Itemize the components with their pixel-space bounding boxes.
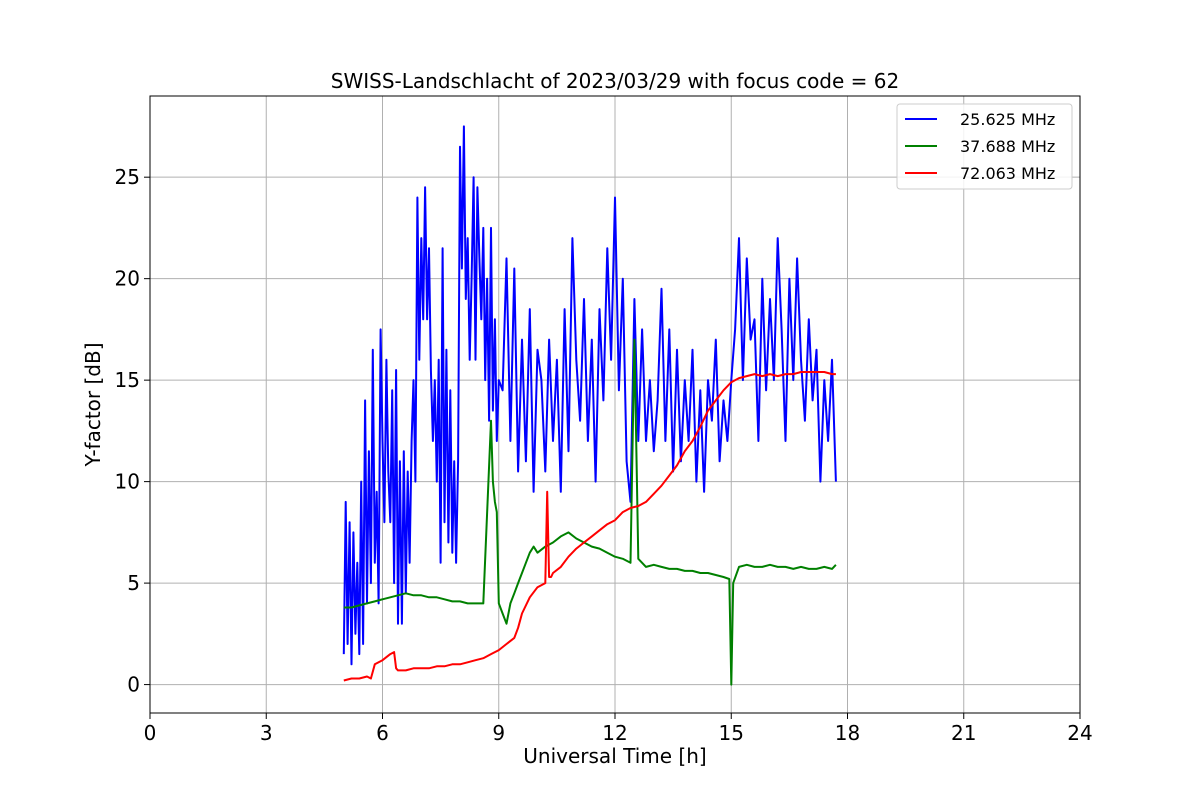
series-line-3 [343, 371, 836, 682]
y-tick-label: 15 [115, 368, 140, 392]
legend-entry-label: 25.625 MHz [960, 110, 1055, 129]
x-tick-label: 6 [376, 721, 389, 745]
y-tick-label: 25 [115, 165, 140, 189]
x-axis-label: Universal Time [h] [523, 744, 706, 768]
legend-entry-label: 37.688 MHz [960, 137, 1055, 156]
x-tick-label: 9 [492, 721, 505, 745]
legend: 25.625 MHz 37.688 MHz 72.063 MHz [896, 103, 1073, 190]
series-group [342, 125, 837, 686]
x-tick-label: 15 [719, 721, 744, 745]
axis-ticks: 0 3 6 9 12 15 18 21 24 0 5 10 15 20 25 [115, 165, 1093, 745]
chart-title: SWISS-Landschlacht of 2023/03/29 with fo… [331, 69, 899, 93]
grid [149, 96, 1081, 713]
x-tick-label: 21 [951, 721, 976, 745]
series-line-1 [342, 125, 837, 666]
legend-box [896, 103, 1073, 190]
y-tick-label: 0 [127, 673, 140, 697]
x-tick-label: 0 [144, 721, 157, 745]
y-tick-label: 20 [115, 267, 140, 291]
x-tick-label: 3 [260, 721, 273, 745]
legend-entry-label: 72.063 MHz [960, 164, 1055, 183]
x-tick-label: 18 [835, 721, 860, 745]
y-tick-label: 10 [115, 470, 140, 494]
y-axis-label: Y-factor [dB] [81, 342, 105, 467]
x-tick-label: 24 [1067, 721, 1092, 745]
series-line-2 [343, 338, 837, 686]
y-tick-label: 5 [127, 571, 140, 595]
x-tick-label: 12 [602, 721, 627, 745]
